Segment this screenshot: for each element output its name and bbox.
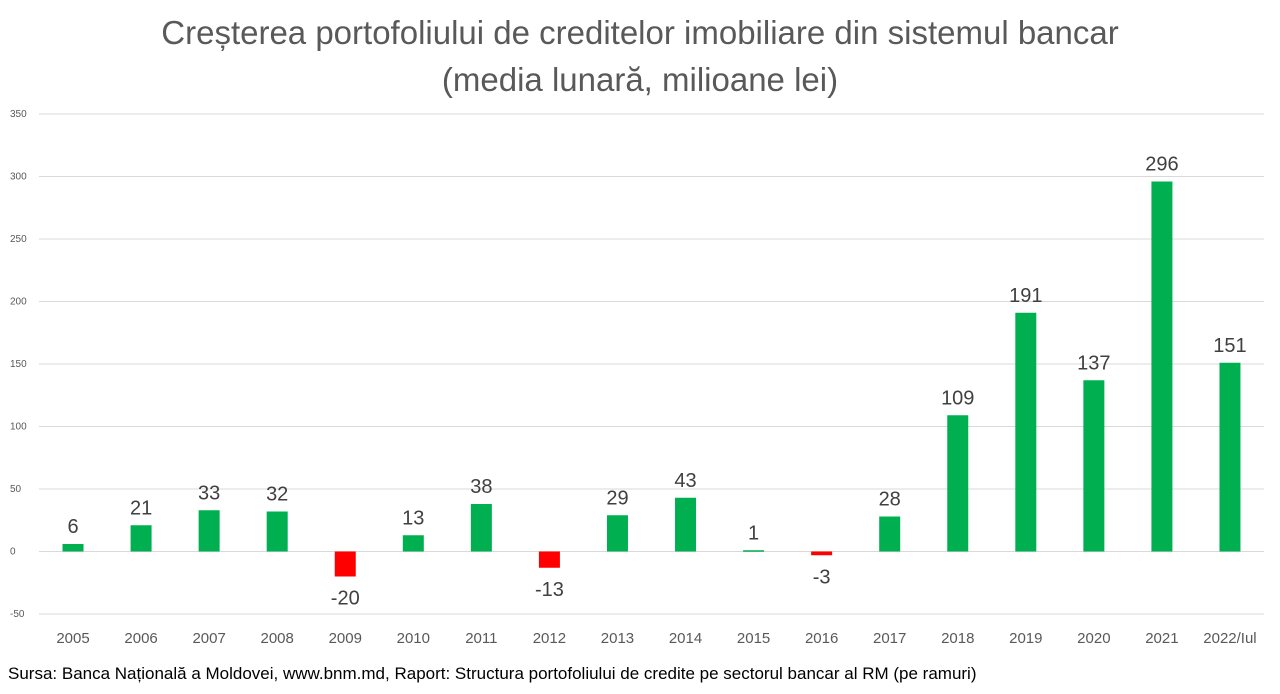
y-tick-label: 50: [10, 484, 22, 495]
bar: [743, 550, 765, 552]
data-label: 1: [748, 522, 759, 544]
chart-subtitle: (media lunară, milioane lei): [441, 61, 839, 98]
bar: [266, 511, 288, 552]
data-label: 151: [1213, 335, 1246, 357]
x-tick-label: 2021: [1145, 630, 1178, 647]
data-label: 296: [1145, 154, 1178, 176]
y-tick-label: 350: [10, 109, 27, 120]
x-tick-label: 2019: [1009, 630, 1042, 647]
data-label: 21: [130, 497, 152, 519]
x-tick-label: 2010: [397, 630, 430, 647]
data-label: 33: [198, 482, 220, 504]
x-tick-label: 2006: [124, 630, 157, 647]
data-label: -3: [813, 566, 831, 588]
x-tick-label: 2016: [805, 630, 838, 647]
y-tick-label: 100: [10, 422, 27, 433]
y-tick-label: 300: [10, 172, 27, 183]
data-label: 38: [470, 476, 492, 498]
y-tick-label: 150: [10, 359, 27, 370]
bar: [1219, 362, 1241, 552]
x-tick-label: 2009: [329, 630, 362, 647]
bar: [62, 544, 84, 552]
data-label: -20: [331, 588, 360, 610]
x-tick-label: 2011: [465, 630, 497, 647]
bar: [1015, 312, 1037, 552]
y-tick-label: 250: [10, 234, 27, 245]
bar: [1083, 380, 1105, 552]
data-label: 29: [606, 487, 628, 509]
x-tick-label: 2005: [56, 630, 89, 647]
data-label: 32: [266, 484, 288, 506]
bar: [402, 535, 424, 552]
x-tick-label: 2020: [1077, 630, 1110, 647]
data-label: 13: [402, 507, 424, 529]
data-label: 191: [1009, 285, 1042, 307]
x-tick-label: 2018: [941, 630, 974, 647]
x-tick-label: 2013: [601, 630, 634, 647]
chart-title: Creșterea portofoliului de creditelor im…: [161, 14, 1119, 51]
data-label: 28: [879, 489, 901, 511]
bar: [1151, 181, 1173, 552]
x-tick-label: 2008: [261, 630, 294, 647]
x-tick-label: 2015: [737, 630, 770, 647]
data-label: 109: [941, 387, 974, 409]
bar: [811, 551, 833, 556]
bar: [130, 525, 152, 552]
bar: [947, 415, 969, 552]
x-tick-label: 2007: [192, 630, 225, 647]
bar: [198, 510, 220, 552]
bar: [606, 515, 628, 552]
y-tick-label: 0: [10, 547, 16, 558]
data-label: -13: [535, 579, 564, 601]
x-tick-label: 2012: [533, 630, 566, 647]
x-tick-label: 2014: [669, 630, 702, 647]
x-tick-label: 2022/Iul: [1203, 630, 1256, 647]
x-tick-label: 2017: [873, 630, 906, 647]
bar: [470, 504, 492, 552]
y-tick-label: 200: [10, 297, 27, 308]
data-label: 6: [67, 516, 78, 538]
bar: [675, 497, 697, 552]
bar: [879, 516, 901, 552]
bar: [538, 551, 560, 568]
data-label: 137: [1077, 352, 1110, 374]
data-label: 43: [674, 470, 696, 492]
source-note: Sursa: Banca Națională a Moldovei, www.b…: [8, 664, 977, 683]
bar: [334, 551, 356, 577]
y-tick-label: -50: [10, 609, 25, 620]
